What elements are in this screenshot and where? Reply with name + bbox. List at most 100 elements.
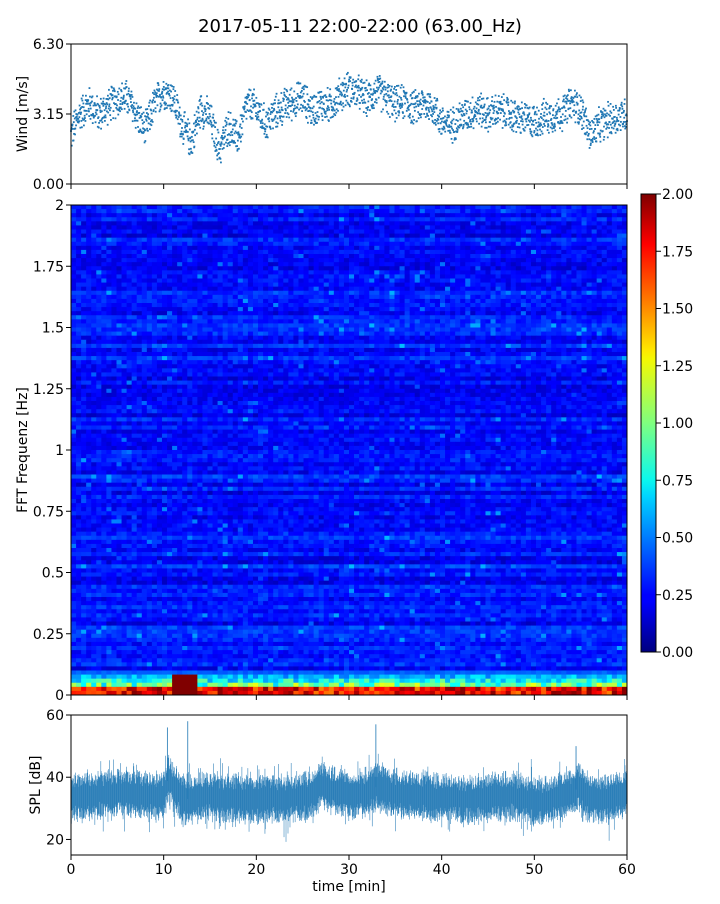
wind-point bbox=[615, 105, 617, 107]
wind-point bbox=[152, 102, 154, 104]
spectrogram-cell bbox=[480, 283, 485, 287]
spectrogram-cell bbox=[339, 230, 344, 234]
spectrogram-cell bbox=[511, 238, 516, 242]
spectrogram-cell bbox=[415, 238, 420, 242]
spectrogram-cell bbox=[309, 258, 314, 262]
spectrogram-cell bbox=[243, 205, 248, 209]
spectrogram-cell bbox=[561, 242, 566, 246]
spectrogram-cell bbox=[202, 254, 207, 258]
spectrogram-cell bbox=[182, 258, 187, 262]
wind-point bbox=[385, 89, 387, 91]
spectrogram-cell bbox=[491, 262, 496, 266]
wind-point bbox=[303, 88, 305, 90]
spectrogram-cell bbox=[460, 279, 465, 283]
spectrogram-cell bbox=[521, 242, 526, 246]
spectrogram-cell bbox=[612, 250, 617, 254]
spectrogram-cell bbox=[213, 287, 218, 291]
spectrogram-cell bbox=[470, 295, 475, 299]
spectrogram-cell bbox=[127, 221, 132, 225]
spectrogram-cell bbox=[516, 205, 521, 209]
spectrogram-cell bbox=[76, 209, 81, 213]
wind-point bbox=[490, 126, 492, 128]
wind-point bbox=[391, 100, 393, 102]
wind-point bbox=[559, 108, 561, 110]
spectrogram-cell bbox=[319, 295, 324, 299]
spectrogram-cell bbox=[273, 258, 278, 262]
spectrogram-cell bbox=[177, 230, 182, 234]
spectrogram-cell bbox=[288, 258, 293, 262]
spectrogram-cell bbox=[319, 242, 324, 246]
spectrogram-cell bbox=[76, 234, 81, 238]
spectrogram-cell bbox=[167, 303, 172, 307]
spectrogram-cell bbox=[197, 279, 202, 283]
wind-point bbox=[154, 90, 156, 92]
spectrogram-cell bbox=[238, 225, 243, 229]
spectrogram-cell bbox=[445, 217, 450, 221]
wind-point bbox=[597, 124, 599, 126]
spectrogram-cell bbox=[263, 270, 268, 274]
spectrogram-cell bbox=[511, 242, 516, 246]
wind-point bbox=[82, 95, 84, 97]
spectrogram-cell bbox=[122, 238, 127, 242]
wind-point bbox=[169, 95, 171, 97]
spectrogram-cell bbox=[339, 205, 344, 209]
spectrogram-cell bbox=[480, 205, 485, 209]
wind-point bbox=[127, 103, 129, 105]
spectrogram-cell bbox=[541, 230, 546, 234]
spectrogram-cell bbox=[576, 246, 581, 250]
spectrogram-cell bbox=[152, 303, 157, 307]
wind-point bbox=[529, 128, 531, 130]
spectrogram-cell bbox=[435, 303, 440, 307]
spectrogram-cell bbox=[101, 250, 106, 254]
spectrogram-cell bbox=[455, 217, 460, 221]
spectrogram-cell bbox=[379, 299, 384, 303]
spectrogram-cell bbox=[430, 279, 435, 283]
spectrogram-cell bbox=[172, 258, 177, 262]
spectrogram-cell bbox=[571, 291, 576, 295]
wind-point bbox=[309, 100, 311, 102]
spectrogram-cell bbox=[420, 250, 425, 254]
spectrogram-cell bbox=[147, 287, 152, 291]
spectrogram-cell bbox=[122, 234, 127, 238]
wind-point bbox=[574, 96, 576, 98]
spectrogram-cell bbox=[218, 225, 223, 229]
spectrogram-cell bbox=[359, 221, 364, 225]
wind-point bbox=[377, 89, 379, 91]
spectrogram-cell bbox=[157, 266, 162, 270]
wind-point bbox=[466, 113, 468, 115]
spectrogram-cell bbox=[127, 205, 132, 209]
wind-point bbox=[476, 107, 478, 109]
spectrogram-cell bbox=[329, 287, 334, 291]
spectrogram-cell bbox=[526, 217, 531, 221]
spectrogram-cell bbox=[258, 217, 263, 221]
spectrogram-cell bbox=[607, 246, 612, 250]
wind-point bbox=[404, 115, 406, 117]
spectrogram-cell bbox=[278, 254, 283, 258]
wind-point bbox=[105, 107, 107, 109]
spectrogram-cell bbox=[531, 266, 536, 270]
spectrogram-cell bbox=[526, 238, 531, 242]
spectrogram-cell bbox=[157, 254, 162, 258]
wind-point bbox=[599, 121, 601, 123]
wind-point bbox=[507, 104, 509, 106]
wind-point bbox=[188, 139, 190, 141]
wind-point bbox=[336, 87, 338, 89]
wind-point bbox=[434, 119, 436, 121]
spectrogram-cell bbox=[455, 205, 460, 209]
wind-point bbox=[402, 117, 404, 119]
wind-point bbox=[280, 102, 282, 104]
spectrogram-cell bbox=[106, 258, 111, 262]
spectrogram-cell bbox=[617, 266, 622, 270]
wind-point bbox=[174, 90, 176, 92]
wind-point bbox=[410, 103, 412, 105]
spectrogram-cell bbox=[122, 230, 127, 234]
wind-ytick-label: 6.30 bbox=[33, 37, 64, 53]
wind-point bbox=[259, 106, 261, 108]
spectrogram-cell bbox=[116, 291, 121, 295]
spectrogram-cell bbox=[354, 295, 359, 299]
wind-point bbox=[602, 111, 604, 113]
spectrogram-cell bbox=[127, 287, 132, 291]
spectrogram-cell bbox=[349, 295, 354, 299]
spectrogram-cell bbox=[420, 205, 425, 209]
wind-point bbox=[275, 115, 277, 117]
